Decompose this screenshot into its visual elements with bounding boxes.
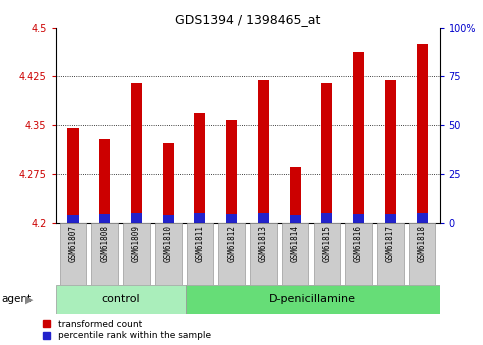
Bar [99,214,110,223]
Bar [194,214,205,223]
Bar [385,214,396,223]
Text: ▶: ▶ [25,294,34,304]
Bar [282,223,309,285]
Bar [250,223,277,285]
Bar [185,285,440,314]
Text: agent: agent [1,294,31,304]
Text: GSM61811: GSM61811 [196,225,204,262]
Bar [321,214,332,223]
Bar [131,83,142,223]
Text: GSM61816: GSM61816 [354,225,363,262]
Bar [385,80,396,223]
Bar [194,114,205,223]
Text: GSM61807: GSM61807 [69,225,77,262]
Bar [290,167,301,223]
Text: D-penicillamine: D-penicillamine [269,294,356,304]
Bar [68,215,79,223]
Bar [377,223,404,285]
Text: GSM61810: GSM61810 [164,225,173,262]
Bar [60,223,86,285]
Text: GSM61818: GSM61818 [418,225,426,262]
Legend: transformed count, percentile rank within the sample: transformed count, percentile rank withi… [43,320,211,341]
Bar [163,215,174,223]
Bar [416,214,427,223]
Bar [163,143,174,223]
Bar [353,52,364,223]
Bar [155,223,182,285]
Text: GSM61817: GSM61817 [386,225,395,262]
Bar [416,44,427,223]
Text: GSM61812: GSM61812 [227,225,236,262]
Bar [91,223,118,285]
Text: GSM61808: GSM61808 [100,225,109,262]
Bar [186,223,213,285]
Bar [409,223,435,285]
Bar [258,80,269,223]
Bar [99,139,110,223]
Text: GSM61814: GSM61814 [291,225,299,262]
Bar [353,214,364,223]
Text: GSM61815: GSM61815 [322,225,331,262]
Bar [218,223,245,285]
Text: GSM61809: GSM61809 [132,225,141,262]
Text: GSM61813: GSM61813 [259,225,268,262]
Bar [321,83,332,223]
Bar [258,214,269,223]
Text: control: control [101,294,140,304]
Bar [226,120,237,223]
Bar [131,213,142,223]
Bar [68,128,79,223]
Bar [123,223,150,285]
Bar [56,285,185,314]
Bar [345,223,372,285]
Bar [226,214,237,223]
Bar [290,215,301,223]
Bar [313,223,340,285]
Title: GDS1394 / 1398465_at: GDS1394 / 1398465_at [175,13,320,27]
